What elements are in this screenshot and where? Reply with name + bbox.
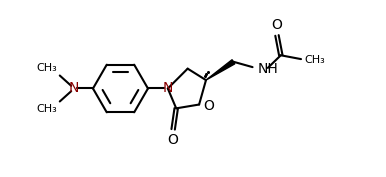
- Text: O: O: [204, 99, 215, 113]
- Text: CH₃: CH₃: [36, 104, 57, 114]
- Text: O: O: [168, 133, 179, 147]
- Text: NH: NH: [257, 62, 278, 76]
- Polygon shape: [206, 60, 235, 80]
- Text: CH₃: CH₃: [305, 55, 325, 65]
- Text: N: N: [69, 81, 79, 96]
- Text: O: O: [271, 18, 283, 32]
- Text: CH₃: CH₃: [36, 63, 57, 73]
- Text: N: N: [163, 81, 173, 96]
